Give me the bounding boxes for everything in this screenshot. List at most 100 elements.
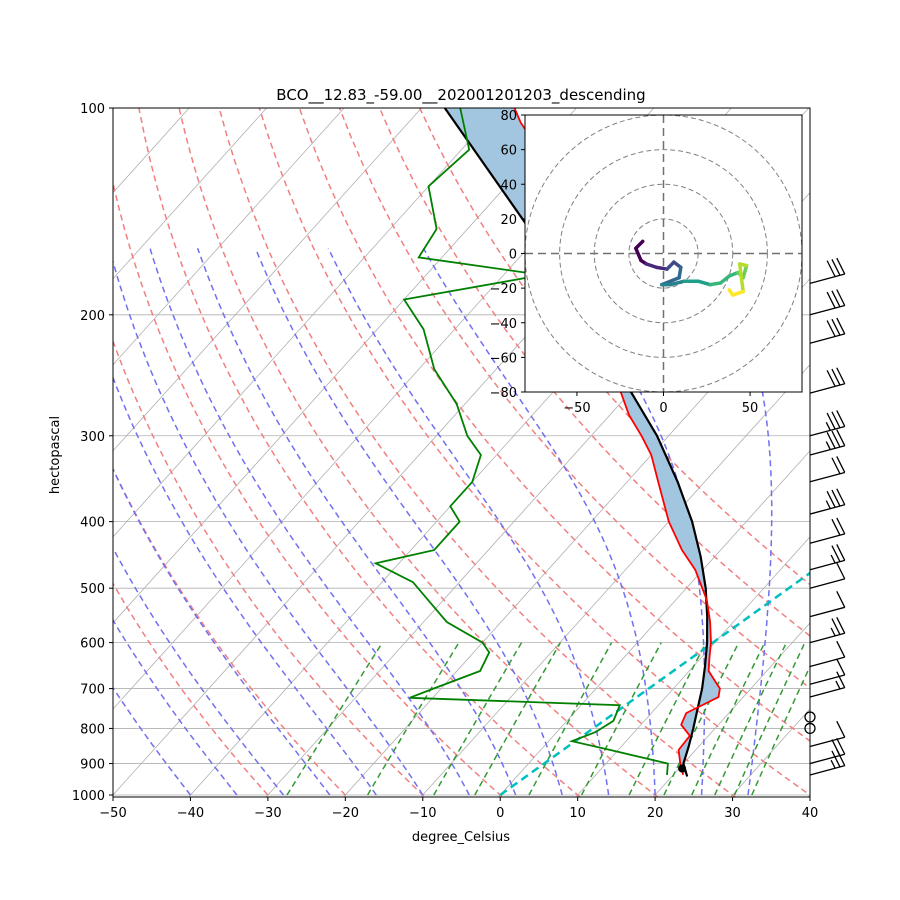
dry-adiabat-line [258,108,810,796]
wind-barb-flag [836,616,846,634]
wind-barb-flag [831,411,841,429]
hodograph-y-tick-label: −20 [490,282,517,297]
wind-barb-flag [836,317,846,335]
dewpoint-profile-line [373,108,669,775]
wind-barb-flag [836,517,846,535]
hodograph-ring [559,149,768,358]
wind-barb-flag [831,457,841,475]
isotherm-line [420,364,810,797]
wind-barb-flag [831,750,841,768]
x-axis-label: degree_Celsius [412,830,510,845]
wind-barbs [804,257,846,776]
mixing-ratio-lines [286,642,810,796]
dry-adiabat-line [338,108,810,690]
moist-adiabat-line [149,247,470,796]
x-tick-label: −10 [409,806,436,821]
hodograph-ticks: −80 −60 −40 −20 0 20 40 60 80 −50 0 50 [490,109,759,416]
mixing-ratio-line [433,642,523,796]
hodograph-segment [718,274,732,285]
y-tick-label: 900 [80,758,105,773]
lcl-line [499,571,810,797]
wind-barb-staff [809,687,845,698]
isotherm-line [113,108,423,452]
wind-barb-staff [809,445,845,456]
wind-barb-flag [826,370,836,387]
wind-barb-staff [809,273,845,285]
moist-adiabat-line [712,247,773,796]
x-tick-label: 0 [496,806,504,821]
mixing-ratio-line [580,642,662,796]
moist-adiabat-line [113,467,331,796]
wind-barb-flag [831,489,841,507]
hodograph-segment [737,262,745,294]
wind-barb-flag [826,260,836,277]
x-tick-label: 10 [569,806,586,821]
wind-barb-flag [836,737,846,755]
mixing-ratio-line [286,642,384,796]
wind-barb-staff [809,383,845,394]
moist-adiabat-line [113,375,377,796]
hodograph-segment [654,265,669,271]
wind-barb-flag [836,671,846,688]
wind-barb-flag [831,368,841,386]
wind-barb-flag [836,367,846,385]
wind-barb-flag [831,290,841,308]
wind-barb-staff [809,425,845,437]
hodograph-y-tick-label: 0 [509,248,517,263]
hodograph-rings [525,115,802,392]
wind-barb-staff [809,674,845,685]
isotherm-line [113,108,500,538]
y-tick-label: 600 [80,637,105,652]
x-tick-label: 20 [647,806,664,821]
x-tick-label: −30 [254,806,281,821]
isotherm-line [113,108,345,366]
wind-barb-flag [836,640,846,658]
hodograph-segment [677,265,683,280]
hodograph-y-tick-label: −60 [490,351,517,366]
plot-frame [112,107,811,798]
hodograph-segment [634,246,643,263]
y-axis-label: hectopascal [48,416,63,494]
mixing-ratio-line [714,642,788,796]
wind-barb-flag [831,318,841,336]
wind-barb-flag [826,491,836,508]
dry-adiabat-line [178,108,659,797]
hodograph-segment [668,279,687,287]
x-tick-label: 30 [724,806,741,821]
y-tick-label: 700 [80,683,105,698]
y-tick-label: 200 [80,309,105,324]
surface-marker [678,764,687,773]
x-tick-label: −20 [332,806,359,821]
moist-adiabat-line [550,247,706,796]
hodograph-x-tick-label: 0 [659,401,667,416]
wind-barb-staff [809,656,845,668]
y-tick-label: 500 [80,582,105,597]
x-tick-label: −50 [99,806,126,821]
hodograph-y-tick-label: 80 [500,109,517,124]
x-tick-label: 40 [802,806,819,821]
wind-barb-half-flag [825,422,831,431]
wind-barb-flag [836,562,846,580]
hodograph-y-tick-label: 60 [500,144,517,159]
dry-adiabat-line [218,108,737,797]
dry-adiabat-line [113,179,504,797]
wind-barb-staff [809,753,845,765]
isotherm-line [0,93,48,810]
moist-adiabat-line [113,618,238,796]
wind-barb-staff [809,578,845,589]
y-axis-ticks: 100 200 300 400 500 600 700 800 900 1000 [72,102,113,804]
wind-barb-half-flag [835,680,841,690]
mixing-ratio-line [528,642,613,796]
wind-barb-staff [809,504,845,515]
dry-adiabat-line [113,339,426,797]
wind-barb-flag [831,739,841,756]
wind-barb-flag [826,291,836,309]
wind-barb-flag [831,518,841,536]
hodograph-y-tick-label: −80 [490,386,517,401]
chart-title: BCO__12.83_-59.00__202001201203_descendi… [276,86,645,105]
hodograph-trace [634,239,749,297]
wind-barb-staff [809,736,845,748]
dry-adiabat-line [138,108,582,797]
wind-barb-staff [809,533,845,544]
wind-barb-flag [831,618,841,635]
